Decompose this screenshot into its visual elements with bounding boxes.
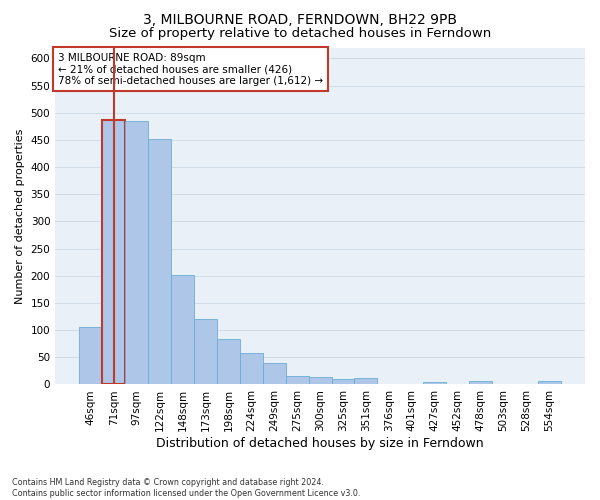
Bar xyxy=(125,121,148,384)
Bar xyxy=(263,362,286,384)
Bar xyxy=(423,382,446,384)
Text: Contains HM Land Registry data © Crown copyright and database right 2024.
Contai: Contains HM Land Registry data © Crown c… xyxy=(12,478,361,498)
Bar xyxy=(217,340,240,384)
X-axis label: Distribution of detached houses by size in Ferndown: Distribution of detached houses by size … xyxy=(156,437,484,450)
Bar xyxy=(194,319,217,384)
Bar xyxy=(148,139,171,384)
Bar xyxy=(469,380,492,384)
Bar xyxy=(332,379,355,384)
Bar xyxy=(240,354,263,384)
Text: 3, MILBOURNE ROAD, FERNDOWN, BH22 9PB: 3, MILBOURNE ROAD, FERNDOWN, BH22 9PB xyxy=(143,12,457,26)
Bar xyxy=(171,274,194,384)
Bar xyxy=(79,328,102,384)
Bar xyxy=(102,120,125,384)
Bar xyxy=(308,377,332,384)
Y-axis label: Number of detached properties: Number of detached properties xyxy=(15,128,25,304)
Bar xyxy=(538,380,561,384)
Text: 3 MILBOURNE ROAD: 89sqm
← 21% of detached houses are smaller (426)
78% of semi-d: 3 MILBOURNE ROAD: 89sqm ← 21% of detache… xyxy=(58,52,323,86)
Bar xyxy=(286,376,308,384)
Text: Size of property relative to detached houses in Ferndown: Size of property relative to detached ho… xyxy=(109,28,491,40)
Bar xyxy=(355,378,377,384)
